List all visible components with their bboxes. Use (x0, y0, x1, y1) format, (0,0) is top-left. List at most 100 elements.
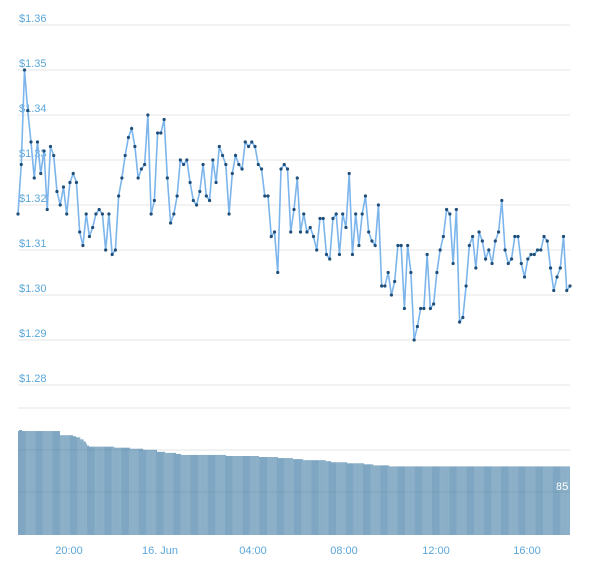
volume-bar (297, 459, 298, 535)
price-point (256, 162, 260, 167)
volume-bar (147, 449, 149, 535)
volume-bar (492, 466, 494, 535)
volume-bar (143, 449, 144, 535)
price-point (370, 239, 374, 243)
volume-bar (384, 465, 385, 535)
volume-bar (375, 465, 377, 535)
volume-bar (477, 466, 479, 535)
price-point (110, 252, 114, 257)
volume-bar (23, 431, 24, 535)
price-point (383, 284, 387, 288)
volume-bar (125, 447, 126, 535)
volume-bar (145, 449, 146, 535)
volume-bar (201, 454, 203, 535)
volume-bar (499, 466, 501, 535)
volume-bar (29, 431, 31, 535)
volume-bar (436, 466, 437, 535)
volume-bar (363, 463, 364, 535)
volume-bar (106, 446, 107, 535)
volume-bar (117, 447, 119, 535)
volume-bar (402, 466, 403, 535)
volume-bar (563, 466, 565, 535)
volume-bar (212, 454, 213, 535)
volume-bar (63, 435, 65, 535)
price-point (399, 243, 403, 248)
price-point (373, 243, 377, 248)
volume-bar (46, 431, 48, 535)
price-point (552, 288, 556, 293)
volume-bar (467, 466, 468, 535)
volume-bar (442, 466, 444, 535)
volume-bar (199, 454, 201, 535)
volume-bar (417, 466, 418, 535)
volume-bar (206, 454, 208, 535)
volume-bar (395, 466, 397, 535)
volume-bar (221, 454, 223, 535)
volume-bar (204, 454, 206, 535)
volume-bar (264, 457, 265, 535)
volume-bar (157, 451, 158, 535)
price-point (380, 284, 384, 288)
volume-bar (241, 455, 243, 535)
price-point (480, 239, 484, 243)
volume-bar (335, 462, 336, 535)
volume-bar (37, 431, 38, 535)
volume-bar (22, 431, 23, 535)
volume-bar (228, 455, 229, 535)
volume-bar (219, 454, 221, 535)
volume-bar (72, 435, 73, 535)
volume-bar (392, 466, 394, 535)
volume-bar (471, 466, 472, 535)
volume-bar (285, 458, 287, 535)
volume-bar (263, 457, 264, 535)
price-point (354, 212, 358, 216)
volume-bar (163, 451, 165, 535)
volume-bar (489, 466, 490, 535)
price-point (363, 194, 368, 198)
volume-bar (198, 454, 200, 535)
volume-bar (222, 454, 224, 535)
volume-bar (359, 463, 361, 535)
volume-bar (250, 455, 252, 535)
volume-bar (289, 458, 291, 535)
price-point (279, 167, 283, 171)
volume-bar (247, 455, 248, 535)
volume-bar (303, 460, 305, 535)
price-point (376, 203, 381, 207)
price-point (513, 234, 517, 239)
price-point (146, 113, 150, 117)
price-point (58, 203, 62, 207)
volume-bar (342, 462, 344, 535)
volume-bar (282, 458, 283, 535)
price-point (16, 212, 20, 216)
x-tick-label: 04:00 (239, 545, 267, 557)
volume-bar (168, 452, 170, 535)
price-point (130, 126, 134, 131)
price-point (139, 167, 143, 171)
volume-bar (540, 466, 541, 535)
volume-bar (326, 461, 328, 535)
volume-bar (178, 453, 179, 535)
volume-bar (137, 448, 139, 535)
price-point (487, 248, 491, 252)
volume-bar (400, 466, 401, 535)
volume-bar (444, 466, 446, 535)
volume-bar (512, 466, 514, 535)
volume-bar (256, 455, 258, 535)
volume-bar (119, 447, 121, 535)
price-point (133, 144, 137, 149)
volume-bar (20, 430, 21, 535)
volume-bar (227, 455, 228, 535)
volume-bar (438, 466, 439, 535)
volume-bar (32, 431, 34, 535)
volume-bar (508, 466, 510, 535)
volume-bar (509, 466, 511, 535)
volume-bar (416, 466, 417, 535)
volume-bar (455, 466, 456, 535)
volume-bar (306, 460, 308, 535)
volume-bar (424, 466, 426, 535)
volume-bar (56, 431, 57, 535)
price-point (308, 225, 312, 230)
volume-bar (175, 452, 176, 535)
volume-bar (161, 451, 162, 535)
